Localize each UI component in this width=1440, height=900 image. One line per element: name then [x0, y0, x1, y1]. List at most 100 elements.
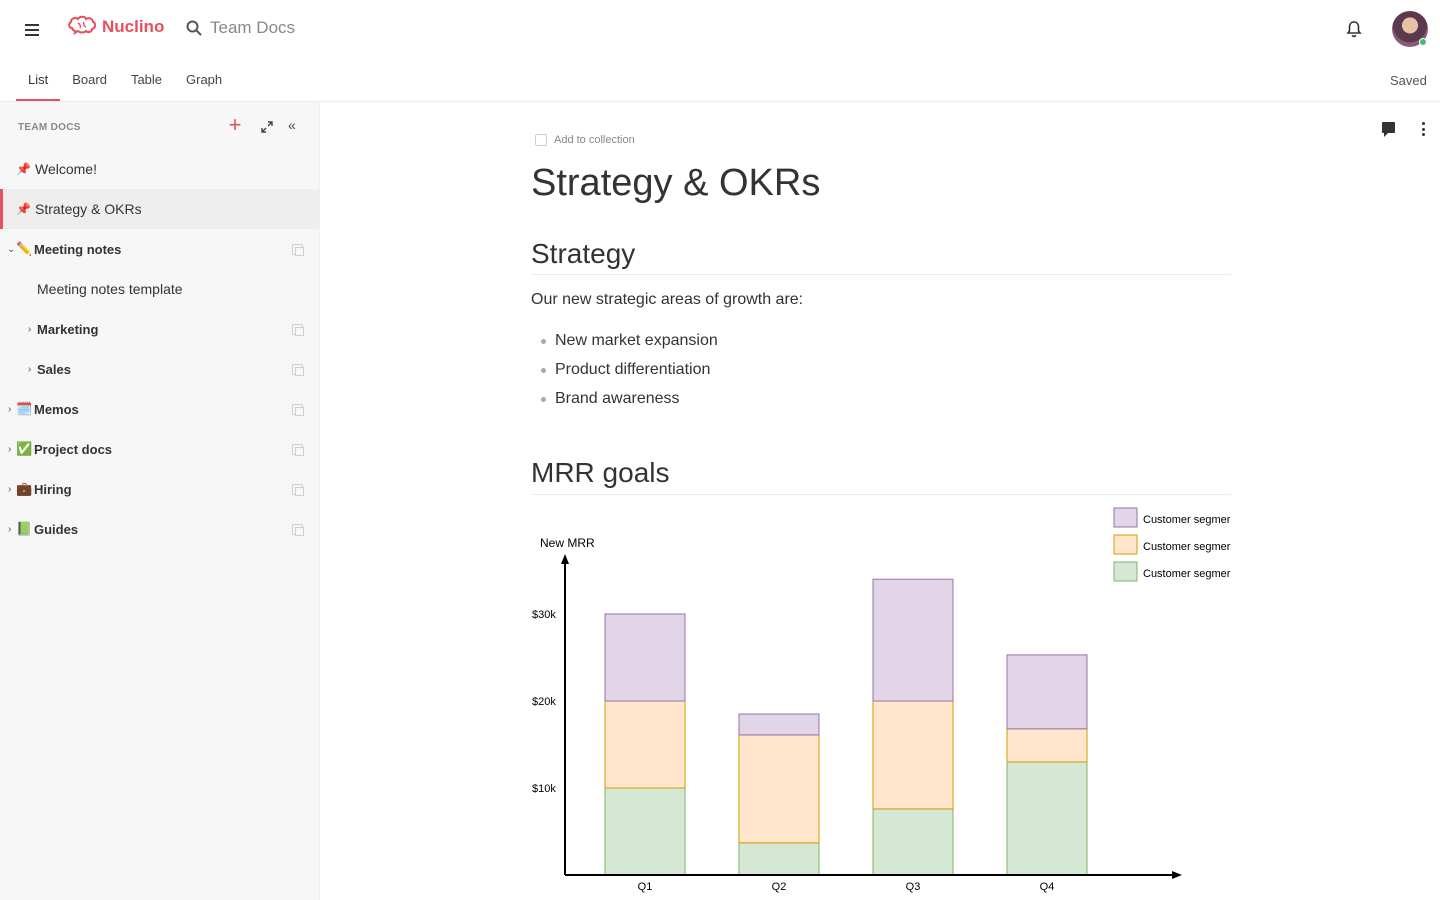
pin-icon: 📌 — [16, 202, 31, 216]
x-tick-label: Q1 — [638, 881, 653, 893]
collection-icon — [535, 134, 547, 146]
chevron-right-icon[interactable]: › — [8, 443, 12, 455]
chevron-down-icon[interactable]: ⌄ — [7, 243, 16, 255]
search-icon — [186, 20, 202, 36]
bullet-dot — [541, 367, 546, 373]
legend-swatch — [1113, 561, 1138, 582]
copy-icon[interactable] — [292, 323, 304, 336]
chevron-right-icon[interactable]: › — [8, 483, 12, 495]
add-to-collection-button[interactable]: Add to collection — [535, 134, 635, 146]
copy-icon[interactable] — [292, 403, 304, 416]
brand-name: Nuclino — [102, 17, 165, 36]
sidebar-item-marketing[interactable]: › Marketing — [0, 309, 319, 349]
comment-icon[interactable] — [1382, 122, 1395, 137]
copy-icon[interactable] — [292, 523, 304, 536]
bar-segment — [604, 700, 686, 789]
bar-segment — [1006, 728, 1088, 763]
list-item-text: Product differentiation — [555, 361, 711, 378]
y-tick-label: $30k — [532, 609, 556, 621]
bar-segment — [738, 842, 820, 876]
sidebar-item-guides[interactable]: › 📗 Guides — [0, 509, 319, 549]
list-item: New market expansion — [541, 332, 718, 350]
sidebar-item-label: Strategy & OKRs — [35, 201, 142, 217]
copy-icon[interactable] — [292, 243, 304, 256]
tab-graph[interactable]: Graph — [186, 72, 223, 87]
chevron-right-icon[interactable]: › — [28, 323, 32, 335]
x-tick-label: Q4 — [1040, 881, 1055, 893]
sidebar-item-label: Meeting notes — [34, 241, 122, 257]
bar-segment — [604, 787, 686, 876]
bar-segment — [872, 578, 954, 702]
sidebar-item-hiring[interactable]: › 💼 Hiring — [0, 469, 319, 509]
sidebar-item-sales[interactable]: › Sales — [0, 349, 319, 389]
sidebar-item-label: Welcome! — [35, 161, 97, 177]
search-placeholder: Team Docs — [210, 18, 296, 37]
bar-segment — [872, 700, 954, 810]
y-axis-label: New MRR — [540, 536, 595, 550]
checkmark-icon: ✅ — [16, 441, 33, 456]
mrr-stacked-bar-chart: New MRR $10k $20k $30k Q1 Q2 Q3 Q4 Customer segm… — [532, 507, 1231, 893]
x-tick-label: Q3 — [906, 881, 921, 893]
x-axis-arrow — [1172, 871, 1182, 879]
sidebar: TEAM DOCS + « 📌 Welcome! 📌 Strategy & OK… — [0, 102, 320, 900]
expand-icon[interactable] — [260, 120, 274, 134]
heading-mrr-goals: MRR goals — [531, 457, 670, 488]
bar-segment — [738, 713, 820, 736]
bullet-dot — [541, 396, 546, 402]
legend-label: Customer segmer — [1143, 514, 1231, 526]
more-options-icon[interactable] — [1421, 122, 1425, 136]
document-title[interactable]: Strategy & OKRs — [531, 162, 821, 204]
paragraph: Our new strategic areas of growth are: — [531, 291, 804, 308]
tab-list[interactable]: List — [16, 62, 61, 101]
online-status-dot — [1419, 38, 1427, 46]
collapse-sidebar-icon[interactable]: « — [288, 117, 296, 133]
tab-board[interactable]: Board — [72, 72, 107, 87]
copy-icon[interactable] — [292, 483, 304, 496]
legend-label: Customer segmer — [1143, 541, 1231, 553]
bullet-dot — [541, 338, 546, 344]
chevron-right-icon[interactable]: › — [8, 403, 12, 415]
sidebar-item-label: Marketing — [37, 321, 99, 337]
sidebar-item-memos[interactable]: › 🗓️ Memos — [0, 389, 319, 429]
calendar-icon: 🗓️ — [16, 401, 33, 416]
sidebar-item-meeting-notes-template[interactable]: Meeting notes template — [0, 269, 319, 309]
more-views-icon[interactable] — [234, 62, 258, 101]
briefcase-icon: 💼 — [16, 481, 33, 496]
hamburger-menu-icon[interactable] — [22, 20, 42, 40]
chevron-right-icon[interactable]: › — [8, 523, 12, 535]
brain-logo-icon — [68, 15, 97, 35]
sidebar-item-welcome[interactable]: 📌 Welcome! — [0, 149, 319, 189]
bar-segment — [604, 613, 686, 702]
header-divider — [0, 101, 1440, 102]
sidebar-item-label: Hiring — [34, 481, 72, 497]
y-tick-label: $10k — [532, 783, 556, 795]
list-item: Brand awareness — [541, 390, 680, 408]
sidebar-item-label: Memos — [34, 401, 79, 417]
book-icon: 📗 — [16, 521, 33, 536]
legend-label: Customer segmer — [1143, 568, 1231, 580]
sidebar-item-label: Meeting notes template — [37, 281, 183, 297]
bar-segment — [872, 808, 954, 876]
sidebar-item-meeting-notes[interactable]: ⌄ ✏️ Meeting notes — [0, 229, 319, 269]
heading-strategy: Strategy — [531, 238, 636, 269]
legend-swatch — [1113, 534, 1138, 555]
sidebar-item-label: Guides — [34, 521, 79, 537]
copy-icon[interactable] — [292, 443, 304, 456]
legend-swatch — [1113, 507, 1138, 528]
heading-divider — [531, 494, 1231, 495]
bell-icon[interactable] — [1344, 19, 1364, 39]
chevron-right-icon[interactable]: › — [28, 363, 32, 375]
list-item-text: New market expansion — [555, 332, 718, 349]
add-item-button[interactable]: + — [228, 112, 242, 137]
top-bar: Nuclino Team Docs — [0, 0, 1440, 60]
search-bar[interactable]: Team Docs — [186, 18, 295, 38]
app-logo[interactable]: Nuclino — [66, 14, 164, 40]
sidebar-item-project-docs[interactable]: › ✅ Project docs — [0, 429, 319, 469]
sidebar-item-label: Sales — [37, 361, 71, 377]
sidebar-item-strategy[interactable]: 📌 Strategy & OKRs — [0, 189, 319, 229]
bar-segment — [738, 734, 820, 844]
add-to-collection-label: Add to collection — [554, 134, 635, 146]
copy-icon[interactable] — [292, 363, 304, 376]
tab-table[interactable]: Table — [130, 72, 163, 87]
y-tick-label: $20k — [532, 696, 556, 708]
